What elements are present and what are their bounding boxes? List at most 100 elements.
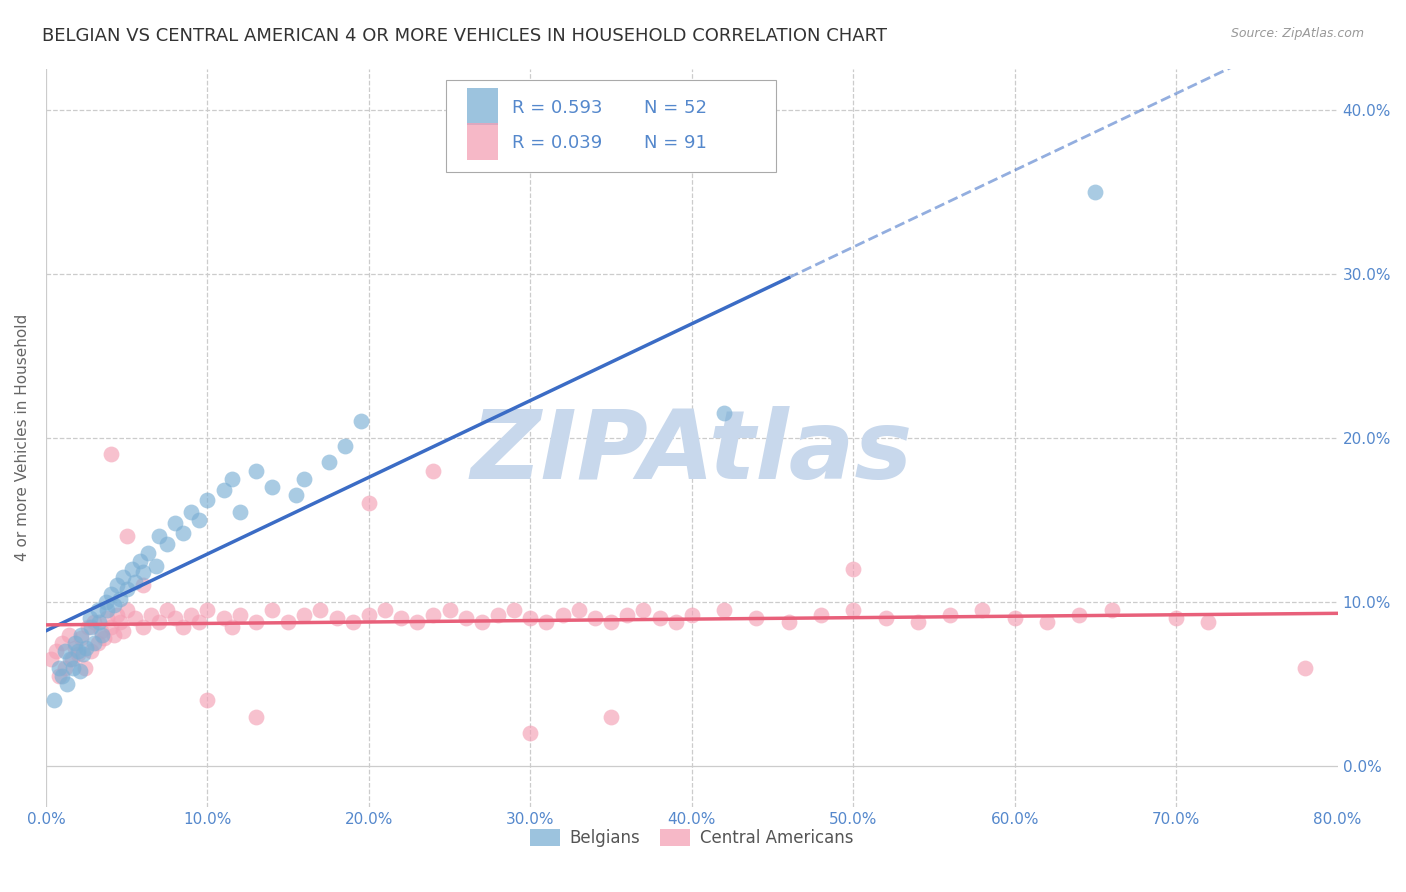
Point: [58, 628, 80, 642]
Point: [583, 611, 606, 625]
Point: [188, 615, 211, 629]
Point: [939, 608, 962, 623]
Point: [1294, 660, 1316, 674]
Point: [62, 660, 84, 674]
Text: N = 52: N = 52: [644, 99, 707, 117]
Point: [48, 669, 70, 683]
Point: [245, 615, 267, 629]
Point: [83, 615, 105, 629]
Point: [67, 648, 90, 662]
Point: [212, 611, 235, 625]
Point: [221, 472, 243, 486]
Point: [63, 636, 86, 650]
Point: [136, 546, 159, 560]
Point: [56, 677, 79, 691]
Point: [53, 660, 76, 674]
Point: [53, 644, 76, 658]
Point: [148, 529, 170, 543]
Text: BELGIAN VS CENTRAL AMERICAN 4 OR MORE VEHICLES IN HOUSEHOLD CORRELATION CHART: BELGIAN VS CENTRAL AMERICAN 4 OR MORE VE…: [42, 27, 887, 45]
Point: [439, 603, 461, 617]
Point: [51, 636, 73, 650]
Point: [519, 726, 541, 740]
Point: [325, 611, 347, 625]
Point: [221, 619, 243, 633]
Point: [292, 608, 315, 623]
Point: [45, 644, 67, 658]
Point: [648, 611, 671, 625]
Text: R = 0.593: R = 0.593: [512, 99, 603, 117]
Point: [132, 578, 155, 592]
Point: [842, 562, 865, 576]
Point: [86, 636, 108, 650]
Point: [374, 603, 396, 617]
Point: [212, 483, 235, 498]
Point: [1004, 611, 1026, 625]
Point: [124, 611, 146, 625]
Point: [318, 455, 340, 469]
Point: [422, 608, 444, 623]
Point: [89, 615, 111, 629]
Point: [406, 615, 429, 629]
Point: [350, 414, 373, 428]
Point: [633, 603, 655, 617]
Point: [100, 587, 122, 601]
Point: [471, 615, 494, 629]
Point: [228, 608, 250, 623]
Point: [103, 598, 125, 612]
Point: [454, 611, 477, 625]
Point: [503, 603, 526, 617]
Point: [100, 447, 122, 461]
Point: [83, 636, 105, 650]
Point: [357, 496, 380, 510]
Point: [422, 464, 444, 478]
Point: [115, 603, 138, 617]
Point: [42, 693, 65, 707]
FancyBboxPatch shape: [467, 123, 498, 160]
Point: [115, 582, 138, 596]
Point: [72, 648, 94, 662]
Point: [172, 619, 194, 633]
Point: [110, 591, 132, 606]
Point: [536, 615, 558, 629]
Point: [197, 693, 219, 707]
Point: [357, 608, 380, 623]
Point: [75, 640, 97, 655]
Point: [778, 615, 800, 629]
Point: [128, 554, 150, 568]
Point: [105, 578, 128, 592]
Point: [96, 603, 118, 617]
Point: [745, 611, 768, 625]
Legend: Belgians, Central Americans: Belgians, Central Americans: [523, 822, 860, 855]
Point: [112, 624, 135, 639]
Point: [48, 660, 70, 674]
Point: [73, 660, 96, 674]
Text: ZIPAtlas: ZIPAtlas: [471, 406, 912, 499]
Point: [228, 505, 250, 519]
FancyBboxPatch shape: [446, 79, 776, 172]
Point: [713, 406, 735, 420]
Point: [110, 615, 132, 629]
Point: [69, 664, 91, 678]
Text: R = 0.039: R = 0.039: [512, 134, 603, 153]
Point: [842, 603, 865, 617]
Point: [519, 611, 541, 625]
Point: [972, 603, 994, 617]
Point: [39, 652, 62, 666]
Point: [681, 608, 703, 623]
Y-axis label: 4 or more Vehicles in Household: 4 or more Vehicles in Household: [15, 314, 30, 561]
Point: [121, 562, 143, 576]
FancyBboxPatch shape: [467, 87, 498, 125]
Point: [100, 619, 122, 633]
Point: [1198, 615, 1220, 629]
Point: [165, 611, 187, 625]
Point: [63, 640, 86, 655]
Point: [907, 615, 929, 629]
Point: [600, 615, 623, 629]
Text: Source: ZipAtlas.com: Source: ZipAtlas.com: [1230, 27, 1364, 40]
Point: [67, 644, 90, 658]
Point: [486, 608, 509, 623]
Text: N = 91: N = 91: [644, 134, 707, 153]
Point: [96, 611, 118, 625]
Point: [156, 537, 179, 551]
Point: [103, 628, 125, 642]
